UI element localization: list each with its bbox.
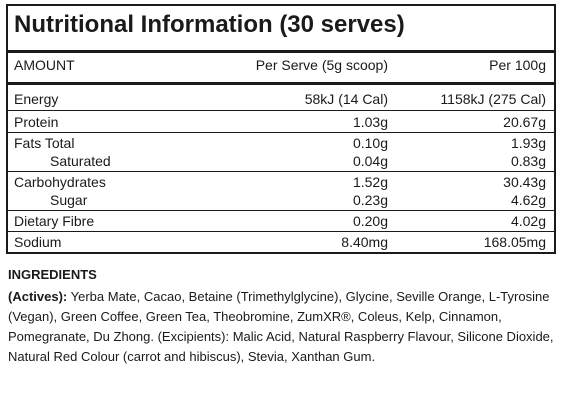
row-per-serve: 0.23g [352,192,388,208]
row-label: Sodium [14,234,62,250]
row-saturated: Saturated 0.04g 0.83g [8,151,554,171]
row-label: Dietary Fibre [14,213,95,229]
row-per-serve: 1.03g [352,114,388,130]
row-per-serve: 1.52g [352,174,388,190]
row-label: Carbohydrates [14,174,106,190]
row-per-100g: 20.67g [503,114,546,130]
row-energy: Energy 58kJ (14 Cal) 1158kJ (275 Cal) [8,89,554,109]
row-dietary-fibre: Dietary Fibre 0.20g 4.02g [8,211,554,231]
row-fats-total: Fats Total 0.10g 1.93g [8,133,554,153]
row-divider [8,210,554,211]
nutrition-panel: Nutritional Information (30 serves) AMOU… [6,4,556,254]
row-per-serve: 0.10g [352,135,388,151]
row-per-serve: 0.20g [352,213,388,229]
row-sodium: Sodium 8.40mg 168.05mg [8,232,554,252]
row-per-100g: 1.93g [510,135,546,151]
row-per-100g: 0.83g [510,153,546,169]
ingredients-section: INGREDIENTS (Actives): Yerba Mate, Cacao… [8,265,570,367]
ingredients-text: Yerba Mate, Cacao, Betaine (Trimethylgly… [8,289,554,364]
row-per-serve: 0.04g [352,153,388,169]
row-sugar: Sugar 0.23g 4.62g [8,190,554,210]
row-per-serve: 8.40mg [341,234,388,250]
row-divider [8,132,554,133]
header-per-serve: Per Serve (5g scoop) [255,57,388,73]
ingredients-list: (Actives): Yerba Mate, Cacao, Betaine (T… [8,287,570,367]
row-per-100g: 4.62g [510,192,546,208]
header-per-100g: Per 100g [489,57,546,73]
ingredients-heading: INGREDIENTS [8,267,97,282]
row-per-100g: 1158kJ (275 Cal) [440,91,546,107]
row-per-serve: 58kJ (14 Cal) [304,91,388,107]
header-amount: AMOUNT [14,57,75,73]
title-divider [8,50,554,53]
row-per-100g: 168.05mg [483,234,546,250]
row-label: Saturated [50,153,111,169]
row-divider [8,231,554,232]
row-per-100g: 30.43g [503,174,546,190]
row-label: Energy [14,91,59,107]
actives-label: (Actives): [8,289,68,304]
panel-title: Nutritional Information (30 serves) [14,11,405,38]
row-carbohydrates: Carbohydrates 1.52g 30.43g [8,172,554,192]
row-label: Fats Total [14,135,75,151]
header-row: AMOUNT Per Serve (5g scoop) Per 100g [8,55,554,75]
row-divider [8,171,554,172]
row-label: Sugar [50,192,88,208]
row-divider [8,110,554,111]
header-divider [8,82,554,85]
row-label: Protein [14,114,59,130]
row-protein: Protein 1.03g 20.67g [8,112,554,132]
row-per-100g: 4.02g [510,213,546,229]
